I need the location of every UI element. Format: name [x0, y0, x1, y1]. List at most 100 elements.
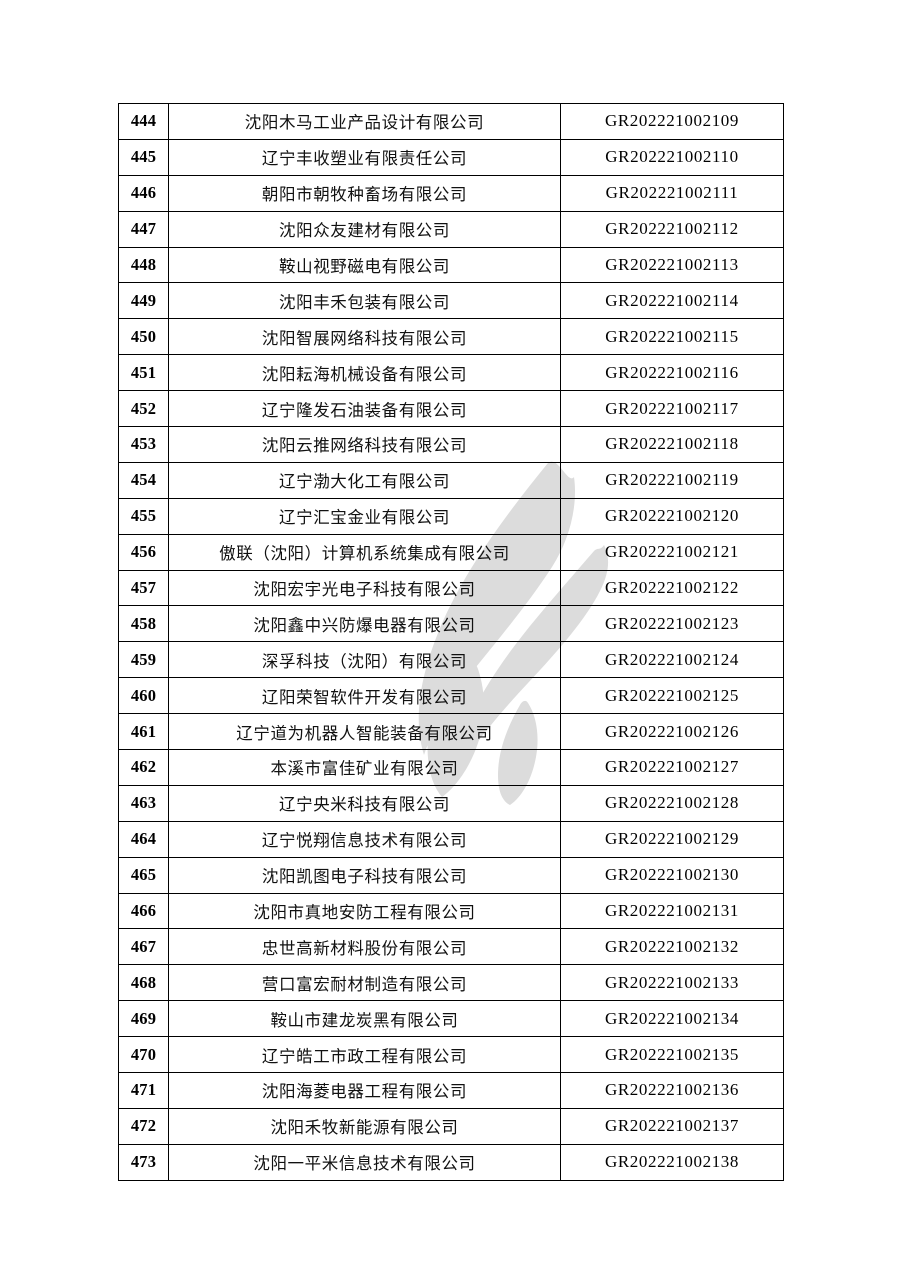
certificate-number: GR202221002136: [560, 1072, 784, 1109]
certificate-number: GR202221002113: [560, 246, 784, 284]
row-number: 467: [118, 928, 169, 966]
row-number: 458: [118, 605, 169, 643]
company-name: 营口富宏耐材制造有限公司: [168, 964, 561, 1002]
row-number: 451: [118, 354, 169, 392]
table-row: 463 辽宁央米科技有限公司 GR202221002128: [118, 784, 784, 822]
table-row: 468 营口富宏耐材制造有限公司 GR202221002133: [118, 964, 784, 1002]
table-row: 470 辽宁皓工市政工程有限公司 GR202221002135: [118, 1036, 784, 1074]
row-number: 452: [118, 390, 169, 428]
table-row: 445 辽宁丰收塑业有限责任公司 GR202221002110: [118, 138, 784, 176]
company-name: 朝阳市朝牧种畜场有限公司: [168, 174, 561, 212]
company-name: 辽宁悦翔信息技术有限公司: [168, 820, 561, 858]
company-name: 辽宁汇宝金业有限公司: [168, 497, 561, 535]
certificate-number: GR202221002122: [560, 569, 784, 607]
certificate-number: GR202221002133: [560, 964, 784, 1002]
roster-table-body: 444 沈阳木马工业产品设计有限公司 GR202221002109 445 辽宁…: [118, 103, 784, 1181]
row-number: 466: [118, 892, 169, 930]
certificate-number: GR202221002134: [560, 1000, 784, 1038]
company-name: 沈阳鑫中兴防爆电器有限公司: [168, 605, 561, 643]
row-number: 472: [118, 1107, 169, 1145]
row-number: 449: [118, 282, 169, 320]
company-name: 傲联（沈阳）计算机系统集成有限公司: [168, 533, 561, 571]
table-row: 471 沈阳海菱电器工程有限公司 GR202221002136: [118, 1072, 784, 1109]
table-row: 461 辽宁道为机器人智能装备有限公司 GR202221002126: [118, 713, 784, 751]
table-row: 467 忠世高新材料股份有限公司 GR202221002132: [118, 928, 784, 966]
table-row: 446 朝阳市朝牧种畜场有限公司 GR202221002111: [118, 174, 784, 212]
row-number: 463: [118, 784, 169, 822]
row-number: 456: [118, 533, 169, 571]
company-name: 鞍山视野磁电有限公司: [168, 246, 561, 284]
row-number: 453: [118, 426, 169, 463]
certificate-number: GR202221002132: [560, 928, 784, 966]
table-row: 449 沈阳丰禾包装有限公司 GR202221002114: [118, 282, 784, 320]
row-number: 446: [118, 174, 169, 212]
row-number: 470: [118, 1036, 169, 1074]
certificate-number: GR202221002110: [560, 138, 784, 176]
table-row: 452 辽宁隆发石油装备有限公司 GR202221002117: [118, 390, 784, 428]
table-row: 473 沈阳一平米信息技术有限公司 GR202221002138: [118, 1143, 784, 1181]
row-number: 473: [118, 1143, 169, 1181]
company-name: 沈阳木马工业产品设计有限公司: [168, 103, 561, 140]
table-row: 469 鞍山市建龙炭黑有限公司 GR202221002134: [118, 1000, 784, 1038]
certificate-number: GR202221002125: [560, 677, 784, 715]
company-name: 本溪市富佳矿业有限公司: [168, 749, 561, 786]
table-row: 466 沈阳市真地安防工程有限公司 GR202221002131: [118, 892, 784, 930]
certificate-number: GR202221002118: [560, 426, 784, 463]
certificate-number: GR202221002123: [560, 605, 784, 643]
row-number: 462: [118, 749, 169, 786]
certificate-number: GR202221002124: [560, 641, 784, 679]
company-name: 深孚科技（沈阳）有限公司: [168, 641, 561, 679]
company-name: 辽宁隆发石油装备有限公司: [168, 390, 561, 428]
approved-enterprise-roster-table: 444 沈阳木马工业产品设计有限公司 GR202221002109 445 辽宁…: [118, 103, 784, 1181]
row-number: 457: [118, 569, 169, 607]
row-number: 455: [118, 497, 169, 535]
company-name: 沈阳一平米信息技术有限公司: [168, 1143, 561, 1181]
company-name: 辽宁丰收塑业有限责任公司: [168, 138, 561, 176]
certificate-number: GR202221002116: [560, 354, 784, 392]
company-name: 沈阳禾牧新能源有限公司: [168, 1107, 561, 1145]
row-number: 460: [118, 677, 169, 715]
row-number: 445: [118, 138, 169, 176]
company-name: 沈阳市真地安防工程有限公司: [168, 892, 561, 930]
company-name: 鞍山市建龙炭黑有限公司: [168, 1000, 561, 1038]
row-number: 448: [118, 246, 169, 284]
row-number: 465: [118, 856, 169, 894]
certificate-number: GR202221002138: [560, 1143, 784, 1181]
certificate-number: GR202221002111: [560, 174, 784, 212]
certificate-number: GR202221002121: [560, 533, 784, 571]
row-number: 469: [118, 1000, 169, 1038]
certificate-number: GR202221002130: [560, 856, 784, 894]
company-name: 沈阳云推网络科技有限公司: [168, 426, 561, 463]
row-number: 461: [118, 713, 169, 751]
certificate-number: GR202221002135: [560, 1036, 784, 1074]
table-row: 448 鞍山视野磁电有限公司 GR202221002113: [118, 246, 784, 284]
certificate-number: GR202221002129: [560, 820, 784, 858]
table-row: 472 沈阳禾牧新能源有限公司 GR202221002137: [118, 1107, 784, 1145]
row-number: 444: [118, 103, 169, 140]
row-number: 464: [118, 820, 169, 858]
company-name: 沈阳凯图电子科技有限公司: [168, 856, 561, 894]
certificate-number: GR202221002137: [560, 1107, 784, 1145]
table-row: 460 辽阳荣智软件开发有限公司 GR202221002125: [118, 677, 784, 715]
certificate-number: GR202221002131: [560, 892, 784, 930]
company-name: 沈阳众友建材有限公司: [168, 210, 561, 248]
certificate-number: GR202221002119: [560, 461, 784, 499]
table-row: 444 沈阳木马工业产品设计有限公司 GR202221002109: [118, 103, 784, 140]
certificate-number: GR202221002128: [560, 784, 784, 822]
company-name: 沈阳耘海机械设备有限公司: [168, 354, 561, 392]
row-number: 468: [118, 964, 169, 1002]
row-number: 447: [118, 210, 169, 248]
company-name: 辽阳荣智软件开发有限公司: [168, 677, 561, 715]
table-row: 458 沈阳鑫中兴防爆电器有限公司 GR202221002123: [118, 605, 784, 643]
table-row: 455 辽宁汇宝金业有限公司 GR202221002120: [118, 497, 784, 535]
certificate-number: GR202221002117: [560, 390, 784, 428]
table-row: 462 本溪市富佳矿业有限公司 GR202221002127: [118, 749, 784, 786]
row-number: 459: [118, 641, 169, 679]
table-row: 457 沈阳宏宇光电子科技有限公司 GR202221002122: [118, 569, 784, 607]
company-name: 辽宁央米科技有限公司: [168, 784, 561, 822]
table-row: 450 沈阳智展网络科技有限公司 GR202221002115: [118, 318, 784, 356]
row-number: 471: [118, 1072, 169, 1109]
company-name: 辽宁渤大化工有限公司: [168, 461, 561, 499]
row-number: 454: [118, 461, 169, 499]
